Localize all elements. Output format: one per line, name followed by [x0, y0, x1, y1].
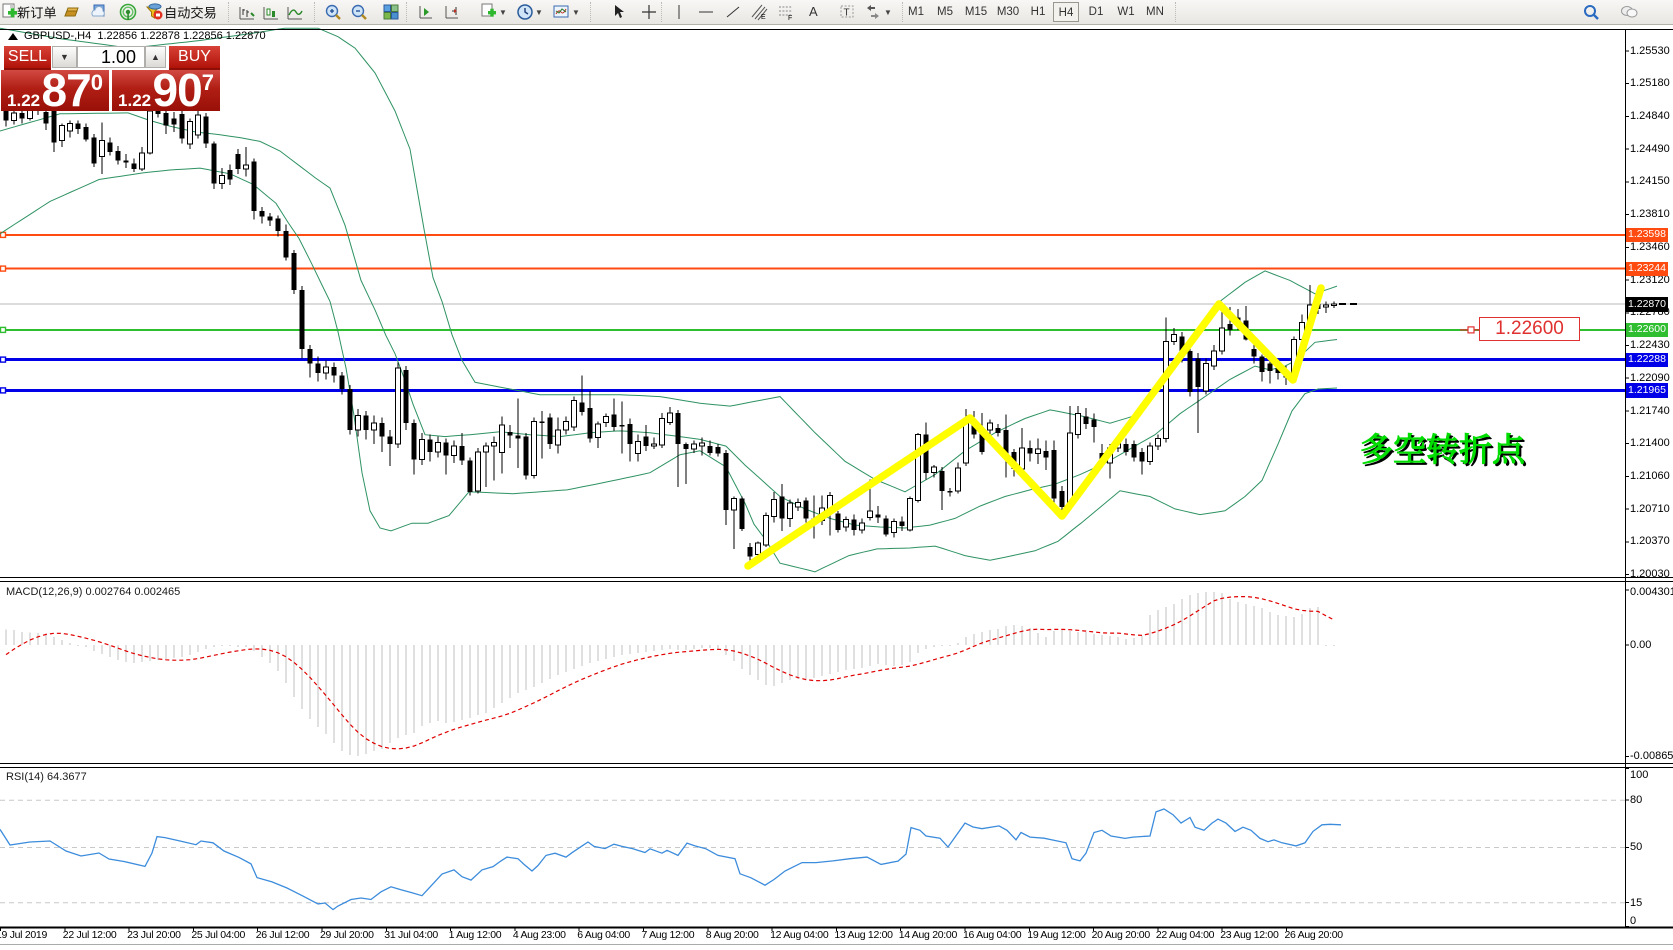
svg-text:E: E	[761, 14, 766, 21]
svg-text:F: F	[788, 15, 792, 21]
svg-text:T: T	[844, 8, 850, 19]
